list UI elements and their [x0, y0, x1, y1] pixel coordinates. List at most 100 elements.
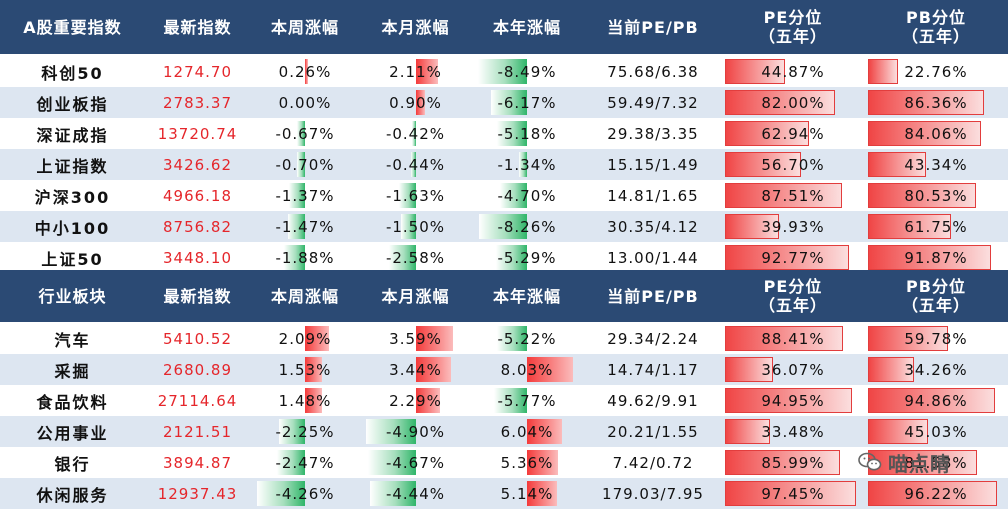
pb-percentile-text: 81.58%: [904, 453, 968, 472]
column-header: 本周涨幅: [250, 0, 360, 54]
index-name: 采掘: [54, 361, 91, 381]
ytd-change-bar: [527, 419, 562, 444]
pe-percentile-bar: [725, 152, 801, 177]
pe-pb-value: 30.35/4.12: [607, 217, 699, 236]
index-name: 汽车: [54, 330, 91, 350]
column-header-line: 本周涨幅: [270, 17, 339, 37]
monthly-change-bar: [410, 152, 416, 177]
column-header: 最新指数: [145, 0, 250, 54]
table-row: 沪深300 4966.18 -1.37% -1.63% -4.70% 14.81/1.65…: [0, 180, 1008, 211]
pe-percentile-bar: [725, 388, 852, 413]
watermark: 喵点睛: [858, 448, 988, 476]
ytd-change: 8.03%: [471, 354, 583, 385]
ytd-change-text: 8.03%: [500, 360, 554, 379]
table-row: 采掘 2680.89 1.53% 3.44% 8.03% 14.74/1.17 36.07%…: [0, 354, 1008, 385]
column-header-line: （五年）: [901, 296, 970, 315]
weekly-change: 0.26%: [250, 56, 360, 87]
pe-percentile-text: 94.95%: [761, 391, 825, 410]
pb-percentile: 80.53%: [866, 180, 1006, 211]
pe-percentile-bar: [725, 183, 842, 208]
ytd-change-text: 6.04%: [500, 422, 554, 441]
column-header-line: 本周涨幅: [270, 286, 339, 306]
monthly-change: -4.67%: [360, 447, 471, 478]
index-name: 创业板指: [36, 94, 109, 114]
pe-percentile: 94.95%: [723, 385, 863, 416]
pe-percentile: 88.41%: [723, 323, 863, 354]
ytd-change-text: -5.77%: [497, 391, 557, 410]
pb-percentile: 34.26%: [866, 354, 1006, 385]
pe-pb-value: 29.34/2.24: [607, 329, 699, 348]
table-row: 深证成指 13720.74 -0.67% -0.42% -5.18% 29.38/3.35…: [0, 118, 1008, 149]
monthly-change-text: 3.59%: [389, 329, 442, 348]
index-name: 上证50: [41, 249, 104, 269]
pe-percentile-text: 97.45%: [761, 484, 825, 503]
pe-percentile: 33.48%: [723, 416, 863, 447]
column-header: PE分位 （五年）: [723, 270, 863, 322]
table-header-1: A股重要指数 最新指数 本周涨幅 本月涨幅 本年涨幅 当前PE/PB PE分位 （五年） PB分…: [0, 0, 1008, 54]
monthly-change: -0.44%: [360, 149, 471, 180]
ytd-change-text: -4.70%: [497, 186, 557, 205]
pe-percentile-text: 56.70%: [761, 155, 825, 174]
pb-percentile: 94.86%: [866, 385, 1006, 416]
column-header-line: 本年涨幅: [492, 17, 561, 37]
pe-percentile-bar: [725, 59, 785, 84]
ytd-change-text: -1.34%: [497, 155, 557, 174]
pb-percentile-bar: [868, 152, 926, 177]
weekly-change-bar: [284, 245, 305, 270]
pb-percentile-text: 61.75%: [904, 217, 968, 236]
pb-percentile-text: 34.26%: [904, 360, 968, 379]
watermark-text: 喵点睛: [888, 451, 951, 476]
pe-percentile: 36.07%: [723, 354, 863, 385]
weekly-change-text: -1.47%: [275, 217, 335, 236]
ytd-change-bar: [500, 183, 527, 208]
pb-percentile: 81.58%: [866, 447, 1006, 478]
pe-pb-value: 59.49/7.32: [607, 93, 699, 112]
index-name: 深证成指: [36, 125, 109, 145]
weekly-change-bar: [297, 152, 305, 177]
pe-percentile-bar: [725, 326, 843, 351]
pb-percentile: 45.03%: [866, 416, 1006, 447]
pb-percentile-text: 84.06%: [904, 124, 968, 143]
index-name: 科创50: [41, 63, 104, 83]
column-header: 最新指数: [145, 270, 250, 322]
weekly-change-bar: [305, 59, 308, 84]
ytd-change-text: 5.36%: [500, 453, 554, 472]
monthly-change-text: -2.58%: [385, 248, 446, 267]
table-row: 创业板指 2783.37 0.00% 0.90% -6.17% 59.49/7.32 82.…: [0, 87, 1008, 118]
column-header-line: 本月涨幅: [381, 286, 450, 306]
column-header-line: 最新指数: [163, 17, 232, 37]
monthly-change-text: -1.63%: [385, 186, 446, 205]
pb-percentile-text: 96.22%: [904, 484, 968, 503]
monthly-change-bar: [398, 183, 416, 208]
pb-percentile-bar: [868, 357, 914, 382]
weekly-change: 2.09%: [250, 323, 360, 354]
weekly-change: 1.48%: [250, 385, 360, 416]
latest-index: 8756.82: [162, 217, 233, 236]
monthly-change: 2.29%: [360, 385, 471, 416]
weekly-change-text: 0.26%: [278, 62, 332, 81]
ytd-change-text: 5.14%: [500, 484, 554, 503]
index-name: 中小100: [34, 218, 111, 238]
pe-pb-value: 75.68/6.38: [607, 62, 699, 81]
column-header-line: PB分位: [906, 8, 966, 27]
index-name: 食品饮料: [36, 392, 109, 412]
monthly-change-text: -4.90%: [385, 422, 446, 441]
pe-pb-value: 13.00/1.44: [607, 248, 699, 267]
latest-index: 2783.37: [162, 93, 233, 112]
pe-pb-value: 20.21/1.55: [607, 422, 699, 441]
monthly-change: -1.63%: [360, 180, 471, 211]
weekly-change-text: -0.67%: [275, 124, 335, 143]
ytd-change-bar: [527, 450, 558, 475]
pe-percentile: 97.45%: [723, 478, 863, 509]
monthly-change-bar: [415, 90, 425, 115]
pe-pb-value: 7.42/0.72: [612, 453, 694, 472]
ytd-change-bar: [494, 388, 527, 413]
pe-percentile-bar: [725, 245, 849, 270]
index-name: 公用事业: [36, 423, 109, 443]
column-header: A股重要指数: [0, 0, 145, 54]
pe-percentile-bar: [725, 357, 773, 382]
pe-percentile: 56.70%: [723, 149, 863, 180]
table-row: 休闲服务 12937.43 -4.26% -4.44% 5.14% 179.03/7.95…: [0, 478, 1008, 509]
pe-percentile-text: 36.07%: [761, 360, 825, 379]
column-header-line: 当前PE/PB: [607, 17, 699, 37]
